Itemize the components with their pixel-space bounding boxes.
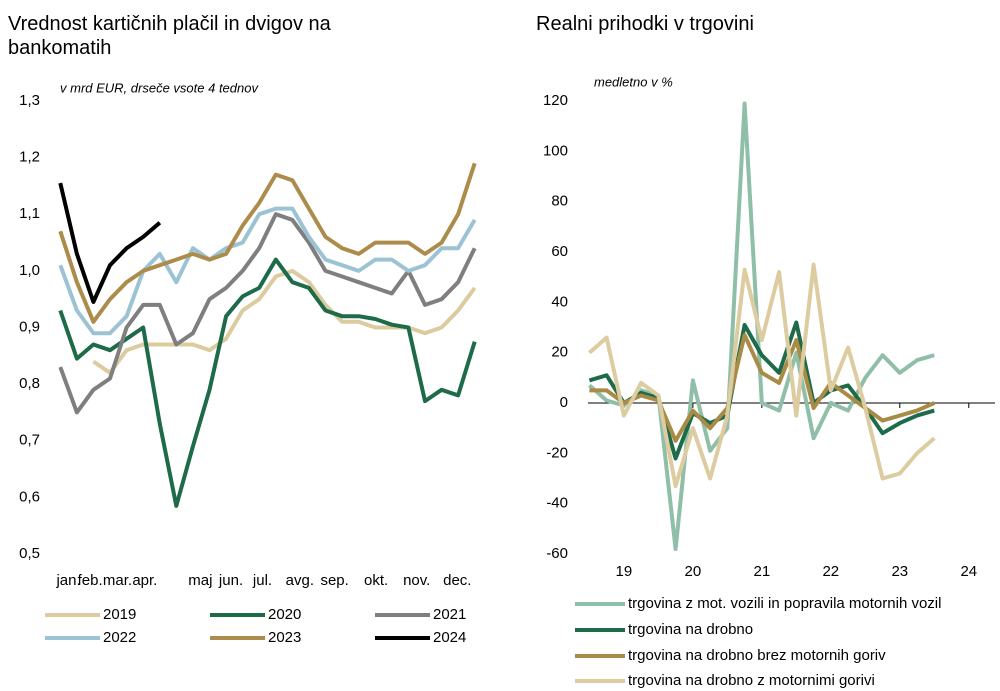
x-tick-label: 21 bbox=[753, 563, 770, 580]
x-tick-label: dec. bbox=[443, 572, 471, 589]
chart-title: Vrednost kartičnih plačil in dvigov na b… bbox=[8, 13, 331, 59]
series-line bbox=[58, 162, 477, 324]
legend-label: 2020 bbox=[268, 606, 301, 623]
y-tick-label: 0,5 bbox=[19, 545, 40, 562]
x-tick-label: 23 bbox=[891, 563, 908, 580]
y-tick-label: -60 bbox=[546, 545, 568, 562]
x-tick-label: 20 bbox=[685, 563, 702, 580]
y-tick-label: 100 bbox=[543, 142, 568, 159]
x-tick-label: jan. bbox=[55, 572, 80, 589]
x-tick-label: okt. bbox=[364, 572, 388, 589]
series-line bbox=[58, 257, 477, 508]
legend-label: trgovina z mot. vozili in popravila moto… bbox=[628, 595, 941, 612]
legend-label: trgovina na drobno brez motornih goriv bbox=[628, 647, 886, 664]
x-tick-label: 19 bbox=[616, 563, 633, 580]
y-tick-label: 120 bbox=[543, 92, 568, 109]
chart-subtitle: v mrd EUR, drseče vsote 4 tednov bbox=[60, 80, 259, 95]
x-tick-label: maj bbox=[188, 572, 212, 589]
y-tick-label: 40 bbox=[551, 293, 568, 310]
x-tick-label: apr. bbox=[132, 572, 157, 589]
y-tick-label: -20 bbox=[546, 444, 568, 461]
legend-label: 2024 bbox=[433, 629, 466, 646]
x-tick-label: nov. bbox=[403, 572, 430, 589]
series-line bbox=[58, 212, 477, 415]
y-tick-label: 0 bbox=[560, 394, 568, 411]
x-tick-label: 24 bbox=[960, 563, 977, 580]
y-tick-label: 20 bbox=[551, 344, 568, 361]
series-line bbox=[588, 262, 936, 489]
y-tick-label: -40 bbox=[546, 495, 568, 512]
y-tick-label: 60 bbox=[551, 243, 568, 260]
y-tick-label: 80 bbox=[551, 193, 568, 210]
y-tick-label: 0,8 bbox=[19, 375, 40, 392]
chart-subtitle: medletno v % bbox=[594, 74, 673, 89]
series-line bbox=[58, 206, 477, 336]
series-line bbox=[58, 182, 162, 304]
x-tick-label: avg. bbox=[286, 572, 314, 589]
legend-label: 2021 bbox=[433, 606, 466, 623]
legend-label: 2022 bbox=[103, 629, 136, 646]
series-line bbox=[589, 333, 936, 443]
series-line bbox=[588, 101, 935, 551]
legend-label: 2019 bbox=[103, 606, 136, 623]
y-tick-label: 0,6 bbox=[19, 488, 40, 505]
y-tick-label: 1,2 bbox=[19, 149, 40, 166]
chart-title: Realni prihodki v trgovini bbox=[536, 13, 754, 35]
legend-label: trgovina na drobno z motornimi gorivi bbox=[628, 672, 875, 689]
x-tick-label: jun. bbox=[218, 572, 243, 589]
y-tick-label: 0,9 bbox=[19, 318, 40, 335]
x-tick-label: 22 bbox=[822, 563, 839, 580]
x-tick-label: jul. bbox=[252, 572, 272, 589]
y-tick-label: 1,1 bbox=[19, 205, 40, 222]
series-line bbox=[588, 320, 935, 461]
y-tick-label: 0,7 bbox=[19, 432, 40, 449]
x-tick-label: mar. bbox=[103, 572, 132, 589]
legend-label: trgovina na drobno bbox=[628, 621, 753, 638]
x-tick-label: sep. bbox=[320, 572, 348, 589]
y-tick-label: 1,3 bbox=[19, 92, 40, 109]
x-tick-label: feb. bbox=[78, 572, 103, 589]
y-tick-label: 1,0 bbox=[19, 262, 40, 279]
legend-label: 2023 bbox=[268, 629, 301, 646]
